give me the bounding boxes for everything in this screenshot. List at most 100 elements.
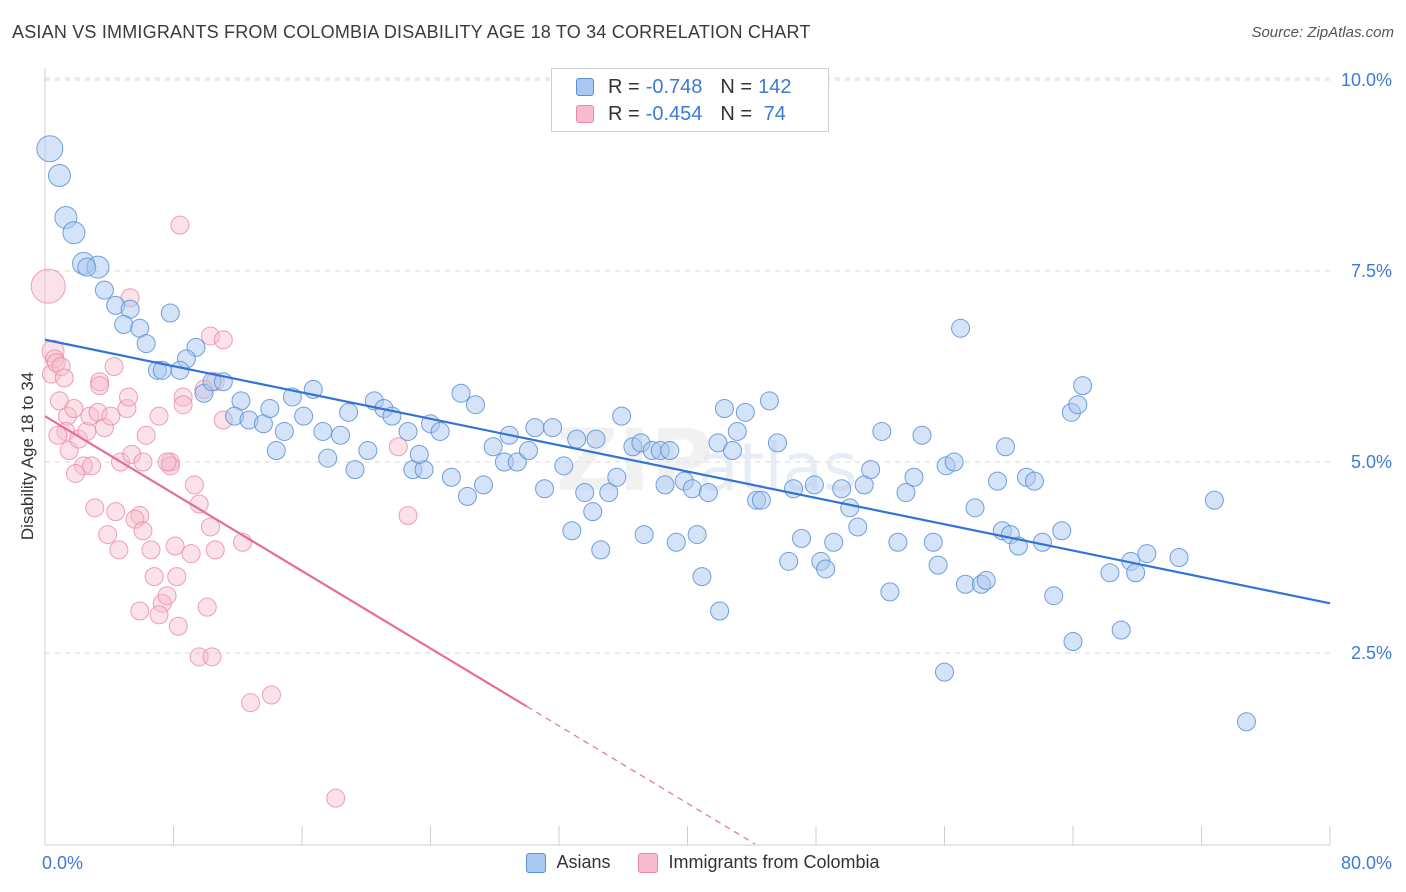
asians-point — [1044, 586, 1064, 606]
asians-point — [660, 441, 680, 461]
asians-point — [1111, 620, 1131, 640]
asians-point — [483, 437, 503, 457]
asians-point — [692, 567, 712, 587]
asians-point — [160, 303, 180, 323]
asians-point — [735, 402, 755, 422]
colombia-point — [184, 475, 204, 495]
asians-point — [441, 467, 461, 487]
y-tick-label: 5.0% — [1351, 452, 1392, 472]
asians-point — [339, 402, 359, 422]
colombia-point — [165, 536, 185, 556]
asians-point — [562, 521, 582, 541]
colombia-point — [101, 406, 121, 426]
legend-row-asians: R = -0.748 N = 142 — [576, 74, 791, 100]
asians-point — [345, 460, 365, 480]
colombia-point — [181, 544, 201, 564]
colombia-point — [85, 498, 105, 518]
colombia-point — [94, 418, 114, 438]
x-tick-label: 0.0% — [42, 853, 83, 873]
colombia-point — [41, 364, 61, 384]
asians-point — [1024, 471, 1044, 491]
legend-r-value: -0.748 — [645, 75, 703, 98]
asians-point — [318, 448, 338, 468]
asians-point — [36, 135, 64, 163]
asians-point — [955, 574, 975, 594]
asians-point — [666, 532, 686, 552]
asians-point — [1052, 521, 1072, 541]
asians-point — [923, 532, 943, 552]
asians-point — [751, 490, 771, 510]
asians-point — [465, 395, 485, 415]
asians-point — [1100, 563, 1120, 583]
legend-n-value: 74 — [758, 102, 786, 125]
asians-point — [872, 421, 892, 441]
asians-point — [358, 441, 378, 461]
asians-point — [832, 479, 852, 499]
asians-point — [543, 418, 563, 438]
asians-point — [804, 475, 824, 495]
colombia-point — [173, 395, 193, 415]
series-legend: Asians Immigrants from Colombia — [0, 852, 1406, 873]
colombia-point — [74, 456, 94, 476]
asians-point — [824, 532, 844, 552]
asians-point — [698, 483, 718, 503]
asians-point — [398, 421, 418, 441]
asians-swatch — [576, 78, 594, 96]
chart-title: ASIAN VS IMMIGRANTS FROM COLOMBIA DISABI… — [12, 22, 811, 42]
asians-point — [951, 318, 971, 338]
colombia-point — [167, 567, 187, 587]
asians-point — [114, 314, 134, 334]
asians-point — [507, 452, 527, 472]
asians-point — [586, 429, 606, 449]
correlation-legend: R = -0.748 N = 142 R = -0.454 N = 74 — [551, 68, 829, 132]
asians-point — [94, 280, 114, 300]
source-label: Source: ZipAtlas.com — [1251, 24, 1394, 41]
asians-point — [591, 540, 611, 560]
asians-point — [170, 360, 190, 380]
asians-point — [996, 437, 1016, 457]
axes — [44, 68, 1331, 846]
colombia-point — [173, 387, 193, 407]
legend-item-asians: Asians — [526, 852, 610, 873]
colombia-trend-extension — [526, 705, 756, 845]
colombia-point — [54, 368, 74, 388]
colombia-point — [125, 509, 145, 529]
colombia-point — [136, 425, 156, 445]
asians-point — [988, 471, 1008, 491]
asians-point — [935, 662, 954, 682]
asians-point — [575, 483, 595, 503]
asians-point — [965, 498, 985, 518]
colombia-swatch — [576, 105, 594, 123]
legend-r-label: R = — [608, 102, 640, 125]
asians-point — [904, 467, 924, 487]
colombia-point — [82, 456, 102, 476]
colombia-point — [160, 456, 180, 476]
colombia-point — [64, 399, 84, 419]
colombia-point — [133, 452, 153, 472]
colombia-point — [149, 605, 169, 625]
asians-point — [710, 601, 730, 621]
colombia-point — [398, 505, 418, 525]
legend-row-colombia: R = -0.454 N = 74 — [576, 101, 786, 127]
asians-point — [1126, 563, 1146, 583]
colombia-point — [106, 502, 126, 522]
colombia-point — [388, 437, 408, 457]
colombia-point — [133, 521, 153, 541]
asians-point — [136, 334, 156, 354]
y-tick-label: 10.0% — [1341, 70, 1392, 90]
asians-point — [47, 164, 71, 187]
asians-point — [888, 532, 908, 552]
asians-point — [451, 383, 471, 403]
asians-trend-line — [44, 338, 1331, 605]
legend-item-colombia: Immigrants from Colombia — [638, 852, 880, 873]
asians-point — [634, 525, 654, 545]
colombia-point — [141, 540, 161, 560]
colombia-point — [202, 647, 222, 667]
asians-point — [599, 483, 619, 503]
legend-n-label: N = — [720, 75, 753, 98]
colombia-point — [197, 597, 217, 617]
colombia-point — [149, 406, 169, 426]
legend-r-value: -0.454 — [645, 102, 703, 125]
asians-point — [274, 421, 294, 441]
asians-point — [313, 421, 333, 441]
